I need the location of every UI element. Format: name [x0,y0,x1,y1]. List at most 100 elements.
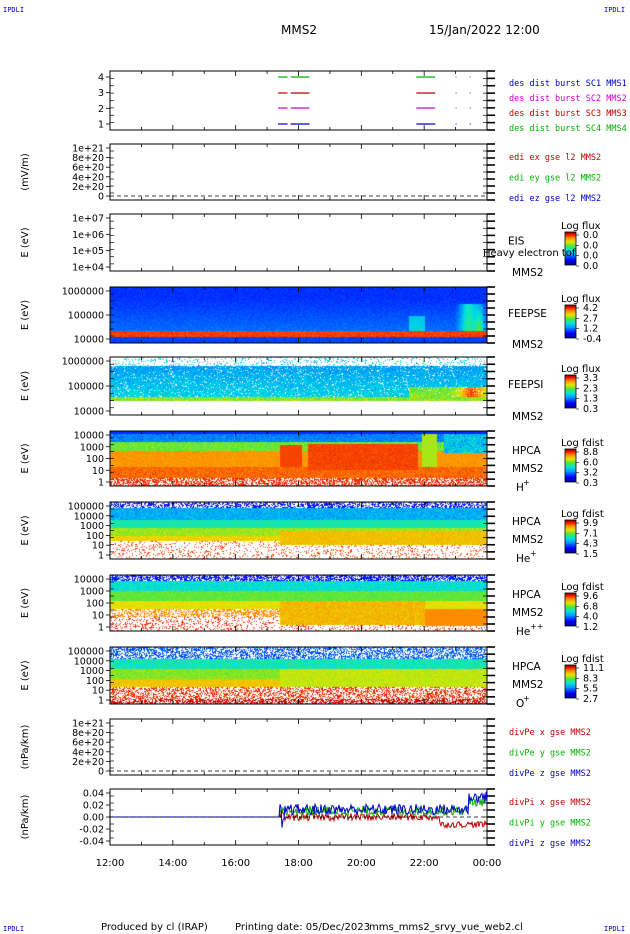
legend-entry-edi: edi ez gse l2 MMS2 [509,194,601,204]
corner-logo-br: IPDLI [604,925,625,933]
y-tick-label-edi: 2e+20 [72,182,104,193]
corner-logo-tr: IPDLI [604,6,625,14]
colorbar-tick-hpca_o: 8.3 [583,673,598,684]
y-tick-label-edi: 1e+21 [72,144,104,155]
x-tick-label: 14:00 [158,858,187,869]
y-tick-label-burst: 2 [98,104,104,115]
y-tick-label-hpca_o: 100000 [68,647,104,658]
colorbar-tick-feepsi: 2.3 [583,383,598,394]
y-tick-label-edi: 0 [98,192,104,203]
y-tick-label-divpi: 0.00 [83,813,104,824]
y-tick-label-divpe: 2e+20 [72,757,104,768]
instrument-label-hpca_h: HPCA [512,445,542,457]
footer-file: mms_mms2_srvy_vue_web2.cl [369,922,523,933]
colorbar-tick-eis: 0.0 [583,230,598,241]
colorbar-tick-hpca_hepp: 9.6 [583,591,598,602]
instrument-note-eis: Heavy electron tof [483,248,576,259]
legend-entry-divpe: divPe x gse MMS2 [509,728,591,738]
corner-logo-tl: IPDLI [3,6,24,14]
spectrogram-hpca_h [110,431,487,486]
instrument-label-hpca_hepp: HPCA [512,589,542,601]
y-axis-label-hpca_o: E (eV) [20,660,31,690]
corner-logo-bl: IPDLI [3,925,24,933]
species-charge-hpca_o: + [523,694,530,703]
y-tick-label-divpe: 1e+21 [72,719,104,730]
spacecraft-label-hpca_o: MMS2 [512,679,543,691]
species-charge-hpca_h: + [523,478,530,487]
y-tick-label-hpca_hepp: 1 [98,623,104,634]
panel-frame-burst [109,70,488,131]
y-tick-label-feepsi: 100000 [68,382,104,393]
panel-frame-eis [109,213,488,272]
colorbar-eis [564,231,577,266]
y-tick-label-hpca_h: 10 [92,466,104,477]
spacecraft-label-eis: MMS2 [512,267,543,279]
colorbar-tick-hpca_he: 9.9 [583,518,598,529]
colorbar-tick-feepse: -0.4 [583,334,602,345]
colorbar-title-eis: Log flux [561,221,601,232]
legend-entry-edi: edi ex gse l2 MMS2 [509,153,601,163]
colorbar-hpca_h [564,448,577,483]
y-tick-label-burst: 4 [98,73,104,84]
y-tick-label-hpca_o: 1000 [80,666,104,677]
y-tick-label-eis: 1e+05 [72,246,104,257]
footer-produced-by: Produced by cl (IRAP) [101,922,208,933]
legend-entry-divpe: divPe z gse MMS2 [509,769,591,779]
panel-frame-divpe [109,718,488,776]
y-tick-label-hpca_he: 1 [98,551,104,562]
x-tick-label: 20:00 [347,858,376,869]
x-tick-label: 00:00 [473,858,502,869]
burst-dot [455,92,457,94]
instrument-label-feepsi: FEEPSI [508,379,543,391]
legend-entry-burst: des dist burst SC3 MMS3 [509,109,627,119]
header-spacecraft: MMS2 [281,23,317,37]
y-axis-label-hpca_he: E (eV) [20,515,31,545]
legend-entry-divpi: divPi z gse MMS2 [509,839,591,849]
species-label-hpca_hepp: He [516,626,530,638]
x-tick-label: 22:00 [410,858,439,869]
spacecraft-label-hpca_h: MMS2 [512,463,543,475]
y-tick-label-hpca_hepp: 10 [92,611,104,622]
colorbar-feepsi [564,374,577,409]
colorbar-hpca_o [564,664,577,699]
y-tick-label-hpca_o: 1 [98,696,104,707]
y-tick-label-hpca_he: 100 [86,531,104,542]
y-tick-label-hpca_o: 10000 [74,656,104,667]
y-tick-label-divpe: 0 [98,767,104,778]
y-tick-label-hpca_h: 1 [98,478,104,489]
spacecraft-label-feepse: MMS2 [512,339,543,351]
burst-dot [469,76,471,78]
colorbar-title-hpca_he: Log fdist [561,509,604,520]
y-tick-label-hpca_he: 10 [92,541,104,552]
colorbar-tick-hpca_he: 4.3 [583,539,598,550]
instrument-label-hpca_he: HPCA [512,516,542,528]
legend-entry-divpi: divPi x gse MMS2 [509,798,591,808]
colorbar-tick-feepse: 4.2 [583,303,598,314]
y-tick-label-feepse: 10000 [74,335,104,346]
colorbar-hpca_hepp [564,592,577,627]
spectrogram-hpca_he [110,502,487,559]
burst-dot [455,107,457,109]
colorbar-tick-feepse: 1.2 [583,324,598,335]
y-axis-label-eis: E (eV) [20,227,31,257]
x-tick-label: 16:00 [221,858,250,869]
instrument-label-feepse: FEEPSE [508,308,547,320]
spacecraft-label-hpca_hepp: MMS2 [512,607,543,619]
y-axis-label-hpca_hepp: E (eV) [20,588,31,618]
colorbar-feepse [564,304,577,339]
legend-entry-burst: des dist burst SC4 MMS4 [509,124,627,134]
species-label-hpca_he: He [516,553,530,565]
legend-entry-divpe: divPe y gse MMS2 [509,748,591,758]
y-axis-label-divpe: (nPa/km) [20,725,31,770]
burst-dot [469,107,471,109]
species-charge-hpca_he: + [530,549,537,558]
y-tick-label-hpca_o: 100 [86,676,104,687]
species-label-hpca_h: H [516,482,524,494]
colorbar-tick-hpca_he: 1.5 [583,549,598,560]
colorbar-tick-hpca_o: 2.7 [583,694,598,705]
y-axis-label-divpi: (nPa/km) [20,795,31,840]
footer-printing-date: Printing date: 05/Dec/2023 [235,922,370,933]
colorbar-tick-feepse: 2.7 [583,313,598,324]
colorbar-tick-hpca_o: 11.1 [583,663,604,674]
y-tick-label-eis: 1e+07 [72,214,104,225]
